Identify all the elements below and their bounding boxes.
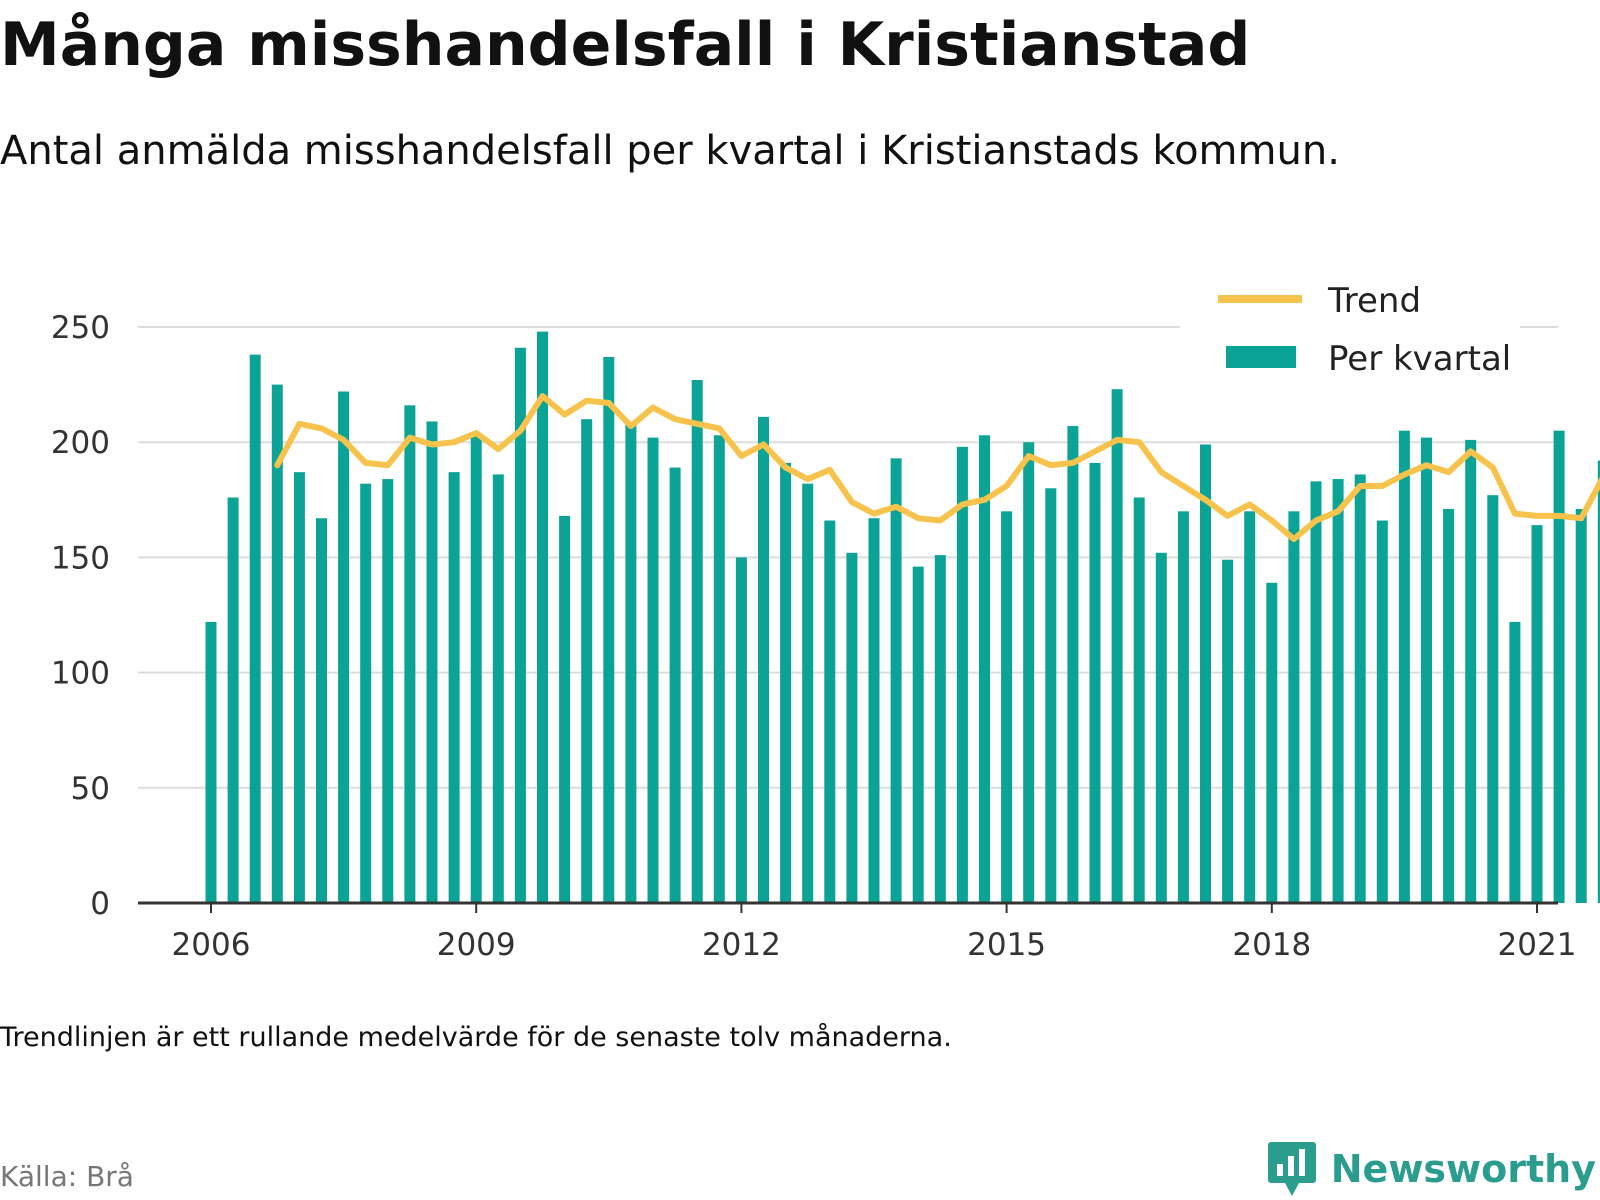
bar [603,356,615,903]
chart-note: Trendlinjen är ett rullande medelvärde f… [0,1022,952,1053]
brand-name: Newsworthy [1330,1147,1596,1191]
bar [1553,430,1565,903]
x-tick-label: 2021 [1498,927,1577,963]
bar [1244,511,1256,903]
bar [735,557,747,903]
bar [625,423,637,903]
bar [293,472,305,903]
legend: Trend Per kvartal [1180,268,1520,383]
bar [559,515,571,903]
bar [780,462,792,903]
bar [1001,511,1013,903]
bar [802,483,814,903]
bar [934,555,946,903]
newsworthy-logo-icon [1267,1142,1316,1196]
bar [868,518,880,903]
y-tick-label: 0 [90,886,110,922]
bar [470,435,482,903]
x-axis-ticks: 2006200920122015201820212023 [172,903,1577,963]
bar [1487,495,1499,903]
bar [1222,559,1234,903]
y-tick-label: 250 [51,310,110,346]
bar [492,474,504,903]
bar [912,566,924,903]
trend-line [274,393,1600,542]
chart-subtitle: Antal anmälda misshandelsfall per kvarta… [0,128,1340,174]
bar [1443,509,1455,903]
bar [1288,511,1300,903]
bar [669,467,681,903]
bar [1398,430,1410,903]
bar [1266,582,1278,903]
bar [1045,488,1057,903]
bar [1531,525,1543,903]
y-tick-label: 100 [51,656,110,692]
chart-title: Många misshandelsfall i Kristianstad [0,10,1251,80]
x-tick-label: 2012 [702,927,781,963]
bar [426,421,438,903]
y-tick-label: 150 [51,540,110,576]
bar [890,458,902,903]
bar [1465,439,1477,903]
bar [824,520,836,903]
bar [1421,437,1432,903]
bar [1200,444,1211,903]
y-axis-ticks: 0 50 100 150 200 250 [51,310,110,922]
bar [1376,520,1388,903]
bar [537,331,548,903]
y-tick-label: 200 [51,425,110,461]
legend-bar-label: Per kvartal [1328,339,1511,379]
legend-bar-swatch [1226,346,1296,368]
bar [1575,509,1587,903]
bar [1155,552,1167,903]
bar [647,437,659,903]
bar [1111,389,1123,903]
y-tick-label: 50 [71,771,110,807]
bar [1067,426,1079,903]
bar [1509,621,1521,903]
bar [1597,460,1600,903]
x-tick-label: 2006 [172,927,251,963]
bar [382,479,394,903]
bar [271,384,283,904]
bar [514,347,526,904]
bar [404,405,416,903]
bar [360,483,372,903]
bar [846,552,858,903]
bar [713,435,725,903]
bar [249,354,261,903]
bar [1332,479,1344,903]
bar [205,621,217,903]
bar [227,497,239,903]
bar [1133,497,1145,903]
brand: Newsworthy [1267,1140,1596,1198]
x-tick-label: 2009 [437,927,516,963]
bar [1089,462,1101,903]
chart: 0 50 100 150 200 250 2006 2009 2012 2015 2018 2021… [50,268,1600,963]
bar [338,391,350,903]
bar [581,419,593,903]
bar [691,379,703,903]
bars [205,331,1600,904]
bar [316,518,327,903]
bar [956,446,968,903]
legend-trend-label: Trend [1327,281,1421,321]
bar [979,435,990,903]
bar [448,472,460,903]
bar [1177,511,1189,903]
source-label: Källa: Brå [0,1160,134,1193]
x-tick-label: 2015 [967,927,1046,963]
bar [758,416,769,903]
bar [1354,474,1366,903]
bar [1310,481,1322,903]
x-tick-label: 2018 [1232,927,1311,963]
bar [1023,442,1035,903]
